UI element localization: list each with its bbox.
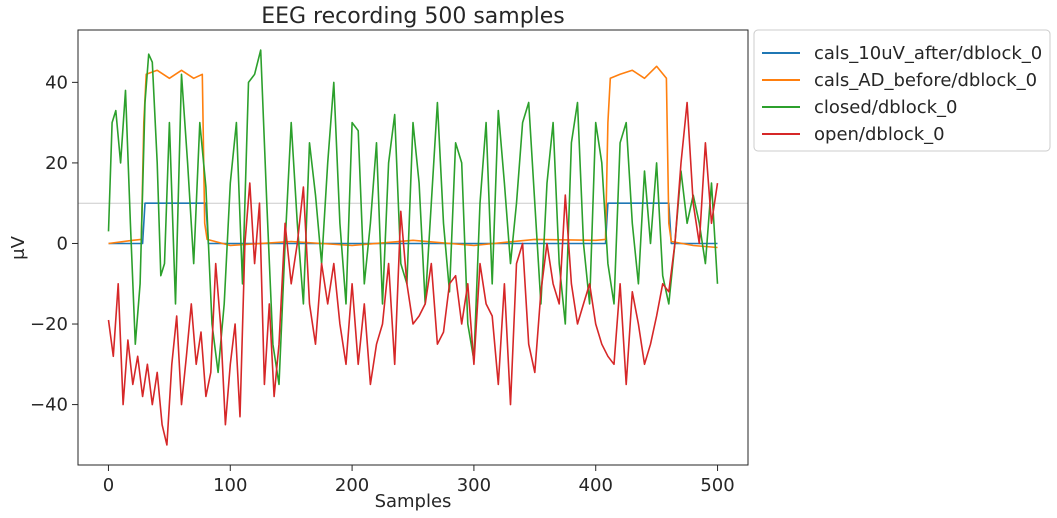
legend-label: cals_10uV_after/dblock_0 bbox=[814, 43, 1042, 64]
plot-background bbox=[78, 30, 748, 465]
x-tick-label: 300 bbox=[457, 475, 491, 496]
x-axis: 0 100 200 300 400 500 bbox=[103, 465, 735, 496]
legend-frame bbox=[753, 29, 1051, 152]
legend: cals_10uV_after/dblock_0 cals_AD_before/d… bbox=[753, 29, 1051, 152]
y-tick-label: 20 bbox=[45, 153, 68, 174]
series-line-2 bbox=[107, 49, 719, 386]
y-tick-label: 0 bbox=[57, 233, 68, 254]
legend-label: closed/dblock_0 bbox=[814, 97, 958, 118]
plot-frame bbox=[77, 29, 749, 466]
x-tick-label: 400 bbox=[579, 475, 613, 496]
y-axis: −40 −20 0 20 40 bbox=[30, 72, 78, 416]
legend-label: cals_AD_before/dblock_0 bbox=[814, 70, 1037, 91]
x-axis-label: Samples bbox=[375, 491, 452, 512]
legend-label: open/dblock_0 bbox=[814, 124, 945, 145]
series-line-0 bbox=[108, 202, 718, 245]
x-tick-label: 500 bbox=[700, 475, 734, 496]
y-tick-label: −20 bbox=[30, 314, 68, 335]
y-tick-label: −40 bbox=[30, 395, 68, 416]
series-group bbox=[107, 49, 719, 446]
plot-area bbox=[77, 29, 749, 466]
y-tick-label: 40 bbox=[45, 72, 68, 93]
y-axis-label: μV bbox=[8, 235, 29, 259]
x-tick-label: 200 bbox=[335, 475, 369, 496]
series-line-1 bbox=[108, 65, 718, 249]
chart-title: EEG recording 500 samples bbox=[261, 4, 565, 29]
x-tick-label: 0 bbox=[103, 475, 114, 496]
series-line-3 bbox=[107, 101, 719, 446]
x-tick-label: 100 bbox=[213, 475, 247, 496]
